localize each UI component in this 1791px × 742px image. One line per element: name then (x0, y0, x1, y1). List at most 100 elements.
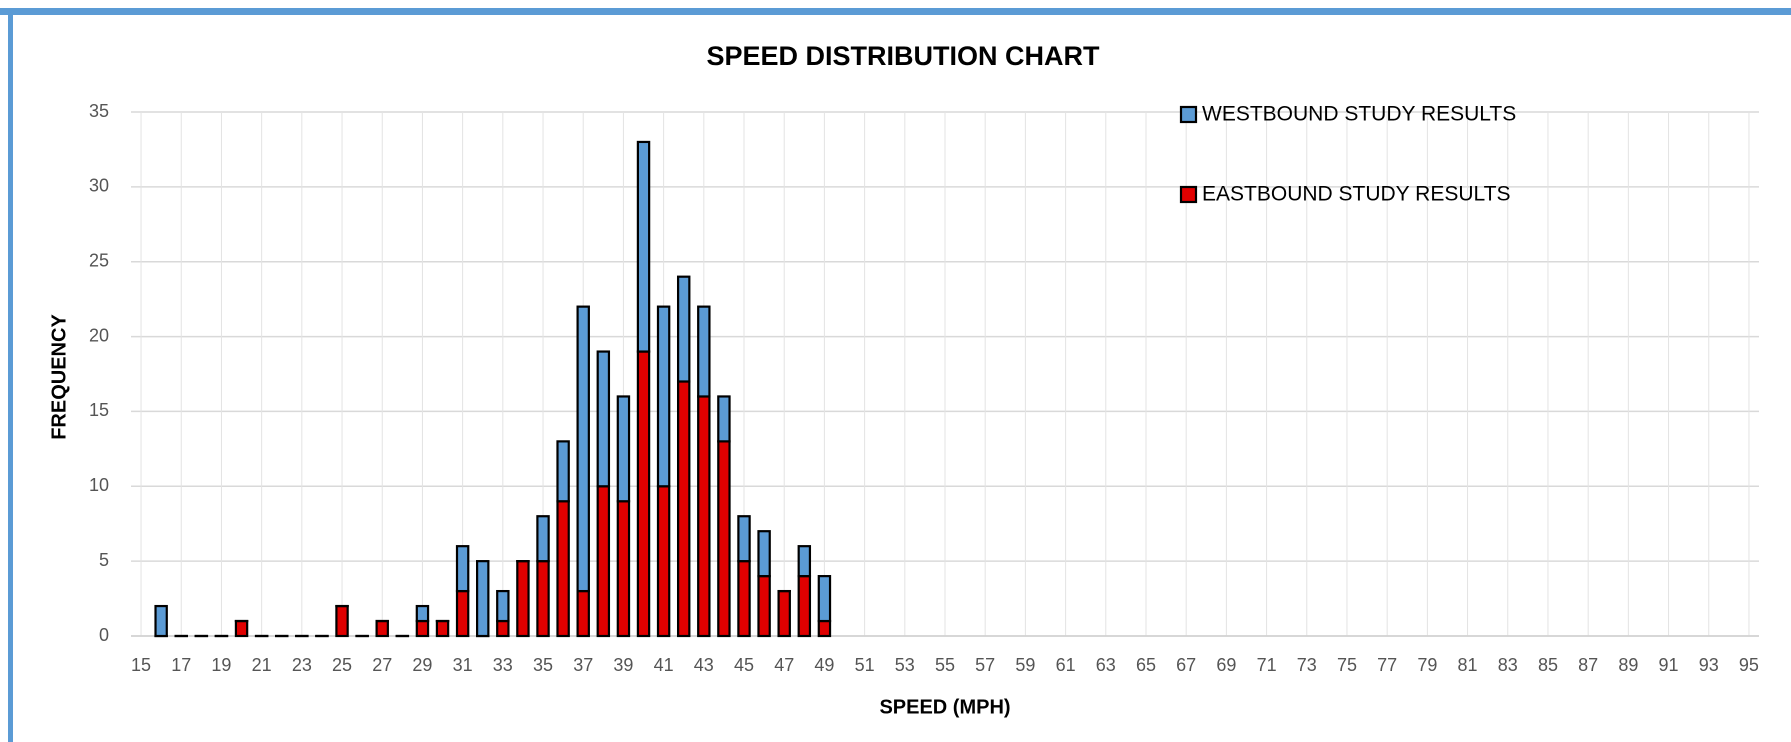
x-tick-label: 51 (855, 655, 875, 675)
y-tick-label: 10 (89, 475, 109, 495)
bar-segment (797, 575, 812, 638)
x-tick-label: 81 (1458, 655, 1478, 675)
bar-segment (717, 440, 731, 638)
y-tick-label: 30 (89, 176, 109, 196)
bar-segment (616, 500, 631, 638)
y-tick-label: 35 (89, 101, 109, 121)
x-tick-label: 95 (1739, 655, 1759, 675)
x-tick-label: 47 (774, 655, 794, 675)
x-tick-label: 45 (734, 655, 754, 675)
legend-label: EASTBOUND STUDY RESULTS (1202, 183, 1510, 206)
x-tick-label: 71 (1257, 655, 1277, 675)
y-axis-title: FREQUENCY (48, 314, 70, 440)
bar-segment (596, 485, 611, 638)
x-tick-label: 73 (1297, 655, 1317, 675)
bar-segment (154, 604, 168, 638)
x-tick-label: 21 (252, 655, 272, 675)
x-tick-label: 93 (1699, 655, 1719, 675)
bar-segment (335, 604, 349, 638)
y-tick-label: 5 (99, 550, 109, 570)
bar-segment (455, 545, 470, 593)
bar-segment (757, 575, 771, 638)
bar-segment (737, 560, 751, 638)
bar-segment (556, 440, 570, 503)
legend-swatch (1179, 105, 1198, 124)
x-tick-label: 35 (533, 655, 553, 675)
legend-swatch (1179, 185, 1198, 204)
x-tick-label: 55 (935, 655, 955, 675)
x-tick-label: 77 (1377, 655, 1397, 675)
left-border (8, 8, 13, 742)
x-tick-label: 29 (412, 655, 432, 675)
bar-segment (455, 589, 470, 638)
bar-segment (576, 305, 590, 593)
bar-segment (636, 140, 651, 353)
x-tick-label: 25 (332, 655, 352, 675)
bar-segment (234, 619, 249, 638)
x-tick-label: 85 (1538, 655, 1558, 675)
bar-segment (777, 589, 791, 638)
bar-segment (496, 619, 510, 638)
x-tick-label: 83 (1498, 655, 1518, 675)
x-tick-label: 17 (171, 655, 191, 675)
x-tick-label: 89 (1618, 655, 1638, 675)
bar-segment (435, 619, 450, 638)
bar-segment (817, 575, 832, 623)
bar-segment (757, 530, 771, 578)
x-tick-label: 33 (493, 655, 513, 675)
bar-segment (697, 305, 711, 398)
x-tick-label: 53 (895, 655, 915, 675)
x-tick-label: 87 (1578, 655, 1598, 675)
bar-segment (516, 560, 530, 638)
bar-segment (375, 619, 389, 638)
x-tick-label: 37 (573, 655, 593, 675)
chart-title: SPEED DISTRIBUTION CHART (706, 41, 1100, 71)
y-tick-label: 0 (99, 625, 109, 645)
bar-segment (797, 545, 812, 578)
bar-segment (656, 485, 671, 638)
x-tick-label: 49 (814, 655, 834, 675)
x-tick-label: 23 (292, 655, 312, 675)
bar-segment (697, 395, 711, 638)
x-tick-label: 67 (1176, 655, 1196, 675)
bar-segment (415, 604, 430, 623)
bar-segment (536, 515, 550, 563)
bar-segment (496, 589, 510, 623)
x-tick-label: 31 (453, 655, 473, 675)
x-tick-label: 61 (1056, 655, 1076, 675)
bar-segment (656, 305, 671, 488)
y-tick-label: 20 (89, 325, 109, 345)
x-tick-label: 69 (1216, 655, 1236, 675)
x-axis-title: SPEED (MPH) (879, 696, 1010, 718)
x-tick-label: 79 (1417, 655, 1437, 675)
bar-segment (596, 350, 611, 488)
x-tick-label: 75 (1337, 655, 1357, 675)
bar-segment (556, 500, 570, 638)
bar-segment (536, 560, 550, 638)
y-tick-label: 15 (89, 400, 109, 420)
bar-segment (415, 619, 430, 638)
bar-segment (676, 275, 691, 383)
top-border (0, 8, 1791, 15)
x-tick-label: 19 (211, 655, 231, 675)
legend-label: WESTBOUND STUDY RESULTS (1202, 103, 1516, 126)
x-tick-label: 91 (1659, 655, 1679, 675)
x-tick-label: 39 (613, 655, 633, 675)
bar-segment (636, 350, 651, 638)
y-tick-label: 25 (89, 250, 109, 270)
bar-segment (717, 395, 731, 443)
bar-segment (737, 515, 751, 563)
bar-segment (576, 589, 590, 638)
bar-segment (616, 395, 631, 503)
x-tick-label: 63 (1096, 655, 1116, 675)
bar-segment (676, 380, 691, 638)
x-tick-label: 59 (1015, 655, 1035, 675)
x-tick-label: 27 (372, 655, 392, 675)
x-tick-label: 57 (975, 655, 995, 675)
x-tick-label: 65 (1136, 655, 1156, 675)
bar-segment (817, 619, 832, 638)
x-tick-label: 41 (654, 655, 674, 675)
x-tick-label: 43 (694, 655, 714, 675)
bar-segment (476, 560, 490, 638)
